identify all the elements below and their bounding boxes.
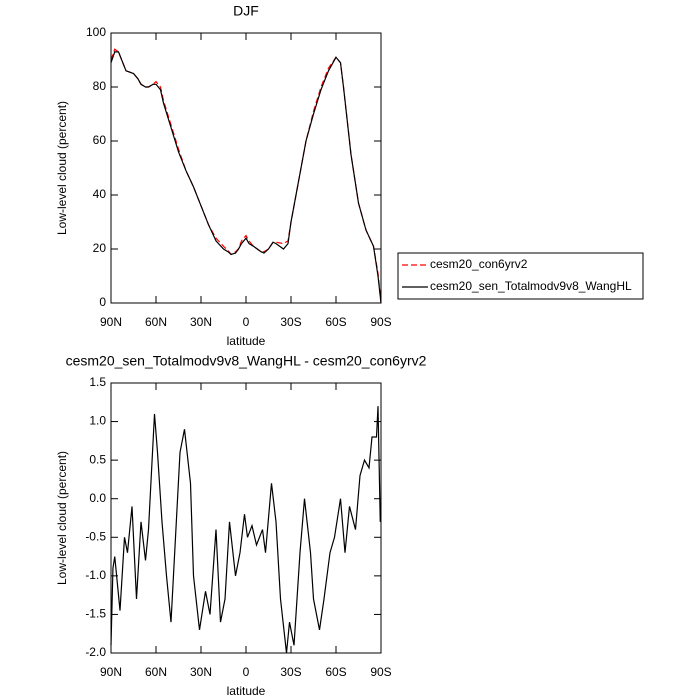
data-line (110, 51, 382, 304)
y-tick-label: 40 (93, 187, 107, 201)
y-tick-label: -0.5 (85, 529, 106, 543)
y-tick-label: 1.5 (89, 375, 106, 389)
plot-frame (110, 382, 382, 654)
y-tick-label: 60 (93, 133, 107, 147)
x-axis-label: latitude (227, 684, 266, 698)
plot-frame (110, 32, 382, 304)
x-tick-label: 0 (243, 315, 250, 329)
y-tick-label: 1.0 (89, 414, 106, 428)
x-tick-label: 60N (145, 315, 167, 329)
data-line (110, 48, 382, 304)
x-tick-label: 30S (280, 315, 301, 329)
x-tick-label: 0 (243, 665, 250, 679)
x-tick-label: 30N (190, 665, 212, 679)
y-tick-label: 0 (99, 295, 106, 309)
x-tick-label: 30N (190, 315, 212, 329)
x-tick-label: 30S (280, 665, 301, 679)
x-axis-label: latitude (227, 334, 266, 348)
y-tick-label: 80 (93, 79, 107, 93)
legend-label: cesm20_sen_Totalmodv9v8_WangHL (430, 279, 632, 293)
x-tick-label: 90N (100, 315, 122, 329)
x-tick-label: 90S (370, 315, 391, 329)
y-tick-label: -1.5 (85, 607, 106, 621)
legend-label: cesm20_con6yrv2 (430, 257, 528, 271)
x-tick-label: 90S (370, 665, 391, 679)
data-line (110, 406, 381, 654)
y-axis-label: Low-level cloud (percent) (55, 101, 69, 235)
y-tick-label: 0.5 (89, 452, 106, 466)
y-tick-label: 20 (93, 241, 107, 255)
x-tick-label: 90N (100, 665, 122, 679)
chart-title: DJF (233, 3, 259, 19)
y-tick-label: -1.0 (85, 568, 106, 582)
x-tick-label: 60S (325, 315, 346, 329)
y-tick-label: 100 (86, 25, 106, 39)
y-tick-label: -2.0 (85, 645, 106, 659)
y-axis-label: Low-level cloud (percent) (55, 451, 69, 585)
y-tick-label: 0.0 (89, 491, 106, 505)
x-tick-label: 60S (325, 665, 346, 679)
x-tick-label: 60N (145, 665, 167, 679)
legend-box (397, 252, 644, 300)
legend: cesm20_con6yrv2 cesm20_sen_Totalmodv9v8_W… (397, 252, 644, 300)
chart-title: cesm20_sen_Totalmodv9v8_WangHL - cesm20_… (66, 353, 427, 369)
